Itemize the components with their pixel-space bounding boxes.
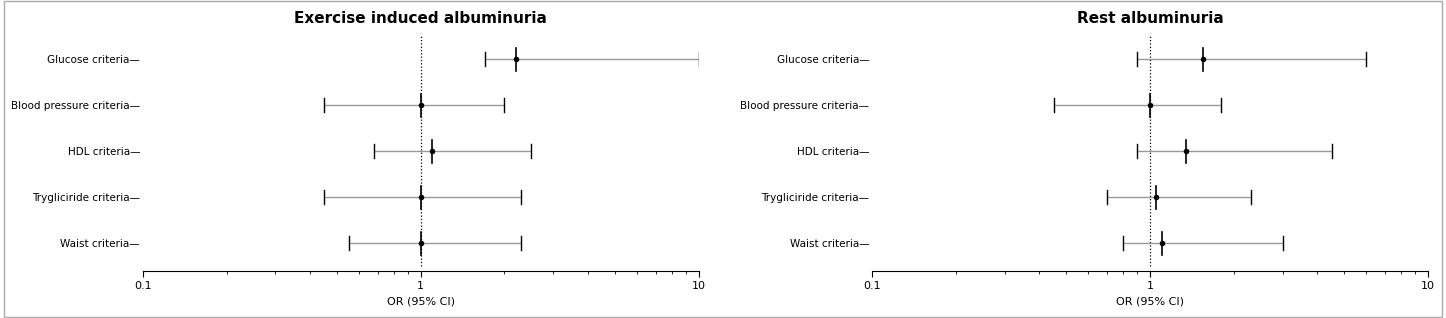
Title: Exercise induced albuminuria: Exercise induced albuminuria [295,11,547,26]
Title: Rest albuminuria: Rest albuminuria [1077,11,1223,26]
X-axis label: OR (95% CI): OR (95% CI) [1116,297,1184,307]
X-axis label: OR (95% CI): OR (95% CI) [386,297,454,307]
